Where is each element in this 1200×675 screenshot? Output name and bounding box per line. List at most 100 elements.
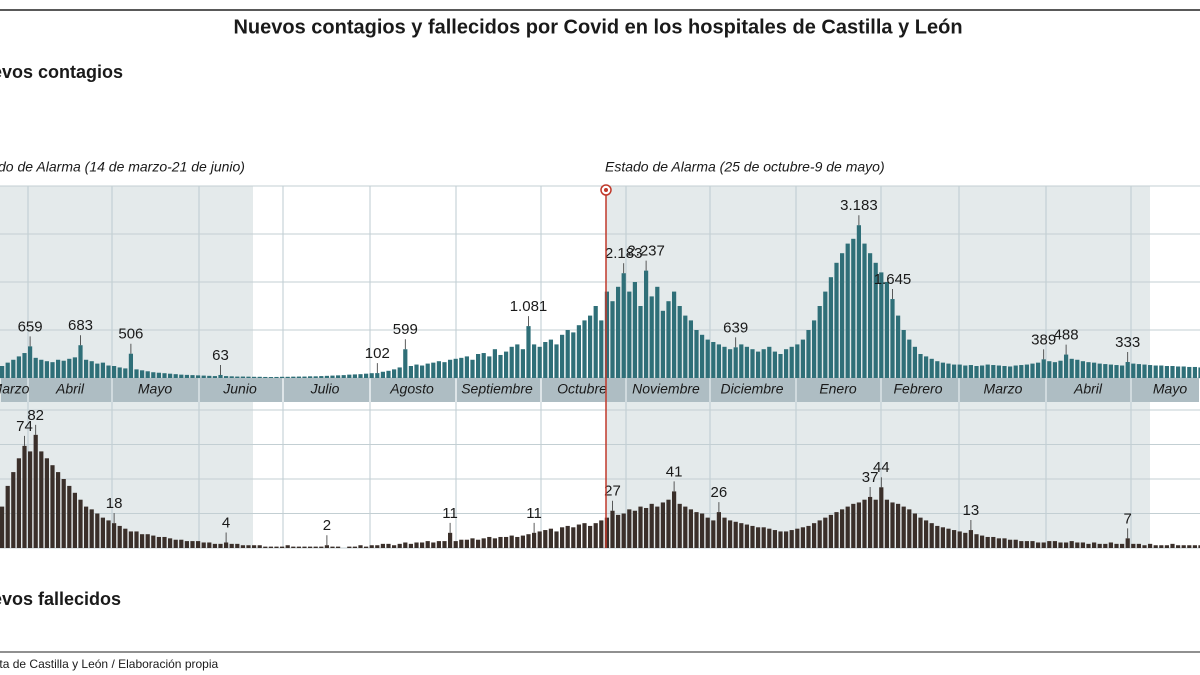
bar	[655, 286, 660, 378]
bar	[974, 366, 979, 378]
bar	[89, 361, 94, 378]
bar	[319, 376, 324, 378]
bar	[1136, 364, 1141, 378]
bar	[929, 523, 934, 548]
bar	[470, 538, 475, 548]
bar	[190, 541, 195, 548]
value-label: 44	[873, 459, 890, 476]
bar	[117, 367, 122, 378]
bar	[1181, 545, 1186, 548]
bar	[100, 362, 105, 378]
bar	[156, 372, 161, 378]
bar	[834, 512, 839, 548]
bar	[744, 346, 749, 378]
bar	[890, 299, 895, 378]
bar	[694, 512, 699, 548]
bar	[644, 507, 649, 548]
bar	[95, 513, 100, 548]
bar	[1159, 545, 1164, 548]
bar	[218, 543, 223, 548]
bar	[935, 525, 940, 548]
bar	[33, 357, 38, 378]
bar	[1136, 543, 1141, 548]
bar	[694, 330, 699, 378]
bar	[487, 356, 492, 378]
bar	[588, 315, 593, 378]
bar	[1125, 538, 1130, 548]
bar	[397, 543, 402, 548]
bar	[291, 376, 296, 378]
value-label: 82	[27, 407, 44, 424]
bar	[571, 527, 576, 548]
bar	[638, 306, 643, 378]
bar	[526, 534, 531, 548]
bar	[84, 359, 89, 378]
bar	[610, 510, 615, 548]
x-tick-label: Abril	[55, 381, 85, 397]
bar	[1192, 545, 1197, 548]
bar	[772, 530, 777, 548]
bar	[464, 539, 469, 548]
bar	[442, 541, 447, 548]
bar	[632, 282, 637, 378]
bar	[1019, 541, 1024, 548]
panel-title: Nuevos contagios	[0, 62, 123, 82]
bar	[134, 531, 139, 548]
bar	[582, 320, 587, 378]
bar	[252, 545, 257, 548]
x-tick-label: Agosto	[389, 381, 434, 397]
bar	[856, 502, 861, 548]
x-tick-label: Marzo	[984, 381, 1023, 397]
bar	[739, 344, 744, 378]
bar	[1114, 543, 1119, 548]
bar	[1058, 360, 1063, 378]
bar	[44, 458, 49, 548]
alarm-shade	[0, 186, 253, 548]
bar	[722, 346, 727, 378]
bar	[425, 541, 430, 548]
bar	[733, 347, 738, 378]
bar	[772, 351, 777, 378]
bar	[957, 531, 962, 548]
bar	[1114, 365, 1119, 378]
bar	[716, 512, 721, 548]
bar	[1142, 545, 1147, 548]
bar	[257, 376, 262, 378]
bar	[548, 528, 553, 548]
bar	[408, 543, 413, 548]
month-cell	[797, 378, 880, 402]
bar	[212, 543, 217, 548]
bar	[666, 499, 671, 548]
x-tick-label: Diciembre	[720, 381, 783, 397]
bar	[980, 535, 985, 548]
bar	[358, 374, 363, 378]
bar	[616, 514, 621, 548]
bar	[728, 349, 733, 378]
month-cell	[542, 378, 625, 402]
bar	[453, 541, 458, 548]
bar	[1008, 366, 1013, 378]
bar	[22, 445, 27, 548]
bar	[481, 538, 486, 548]
bar	[1108, 542, 1113, 548]
bar	[750, 349, 755, 378]
bar	[901, 506, 906, 548]
bar	[403, 349, 408, 378]
bar	[537, 346, 542, 378]
bar	[560, 527, 565, 548]
bar	[224, 542, 229, 548]
bar	[1170, 366, 1175, 378]
bar	[1131, 543, 1136, 548]
bar	[677, 503, 682, 548]
bar	[184, 541, 189, 548]
bar	[912, 346, 917, 378]
bar	[1041, 542, 1046, 548]
bar	[1086, 543, 1091, 548]
bar	[1198, 545, 1200, 548]
bar	[991, 536, 996, 548]
value-label: 37	[862, 469, 879, 486]
bar	[207, 375, 212, 378]
bar	[756, 351, 761, 378]
bar	[134, 369, 139, 378]
bar	[627, 509, 632, 548]
